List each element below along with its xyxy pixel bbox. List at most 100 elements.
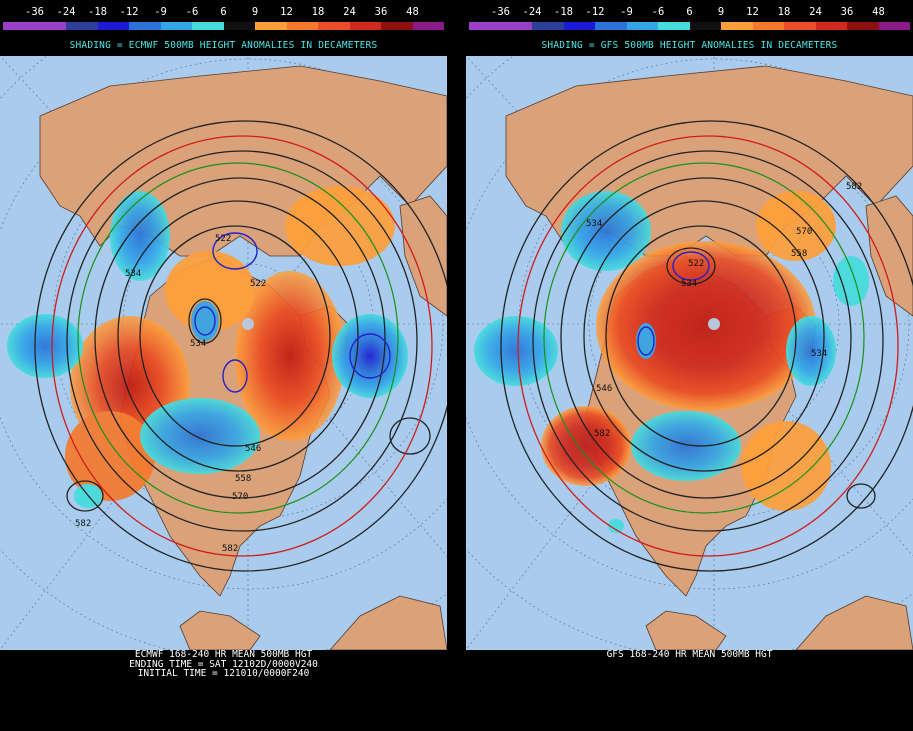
colorbar-swatch: [500, 22, 532, 30]
colorbar-label: 9: [251, 6, 259, 18]
warm-anomaly: [235, 271, 345, 441]
colorbar-label: 48: [872, 6, 885, 18]
cold-anomaly: [7, 314, 83, 378]
contour-label: 582: [594, 429, 610, 439]
colorbar-swatch: [255, 22, 287, 30]
contour-label: 546: [245, 444, 261, 454]
colorbar-label: 36: [374, 6, 388, 18]
anomaly-shading: [474, 191, 869, 533]
colorbar-label: 6: [686, 6, 693, 18]
colorbar-label: -9: [154, 6, 167, 18]
cold-anomaly: [474, 316, 558, 386]
colorbar-swatch: [34, 22, 66, 30]
africa-land: [795, 595, 913, 650]
colorbar-labels: -36 -24 -18 -12 -9 -6 6 9 12 18 24 36 48: [3, 6, 444, 20]
south-america-land: [179, 610, 261, 650]
colorbar-swatch: [66, 22, 98, 30]
height-contours: [500, 120, 913, 572]
colorbar-label: -12: [119, 6, 139, 18]
colorbar-swatch: [129, 22, 161, 30]
ecmwf-panel: -36 -24 -18 -12 -9 -6 6 9 12 18 24 36 48 SHADING = E…: [0, 0, 447, 731]
colorbar-label: -36: [25, 6, 44, 18]
warm-anomaly: [741, 421, 831, 511]
colorbar-swatches: [3, 22, 444, 30]
contour-label: 558: [791, 249, 807, 259]
warm-anomaly: [285, 186, 395, 266]
colorbar-swatch: [192, 22, 224, 30]
cold-anomaly: [631, 411, 741, 481]
contour-546: [543, 162, 865, 514]
colorbar-label: 24: [343, 6, 356, 18]
south-america-land: [645, 610, 727, 650]
gfs-panel: -36 -24 -18 -12 -9 -6 6 9 12 18 24 36 48 SHADING = G…: [466, 0, 913, 731]
contour-label: 522: [688, 259, 704, 269]
colorbar-label: -18: [88, 6, 107, 18]
low-contours: [637, 251, 710, 356]
footer-line: GFS 168-240 HR MEAN 500MB HGT: [606, 649, 773, 660]
contour-552: [517, 135, 899, 557]
colorbar-label: -9: [620, 6, 633, 18]
warm-anomaly: [165, 251, 255, 331]
shading-title: SHADING = ECMWF 500MB HEIGHT ANOMALIES I…: [69, 40, 378, 51]
colorbar-swatch: [721, 22, 753, 30]
colorbar-swatch: [97, 22, 129, 30]
warm-anomaly: [756, 191, 836, 261]
contour-label: 582: [222, 544, 238, 554]
contour-546: [77, 162, 399, 514]
colorbar: -36 -24 -18 -12 -9 -6 6 9 12 18 24 36 48: [469, 6, 910, 32]
contour-label: 522: [215, 234, 231, 244]
cold-anomaly: [608, 519, 624, 533]
colorbar-swatch: [752, 22, 784, 30]
colorbar-swatch: [469, 22, 501, 30]
colorbar-swatches: [469, 22, 910, 30]
gfs-map: 522 534 546 558 570 582 582 534 534: [466, 56, 913, 650]
warm-anomaly: [596, 241, 816, 411]
north-pole-marker: [708, 318, 720, 330]
contour-label: 534: [811, 349, 827, 359]
footer-line: ENDING TIME = SAT 12102D/0000V240: [129, 658, 318, 670]
contour-label: 570: [232, 492, 248, 502]
europe-land: [865, 195, 913, 317]
africa-land: [329, 595, 447, 650]
colorbar-label: 18: [777, 6, 791, 18]
cold-anomaly: [332, 314, 408, 398]
europe-land: [399, 195, 447, 317]
low-contours: [194, 232, 391, 393]
warm-anomaly: [541, 406, 631, 486]
contour-label: 522: [250, 279, 266, 289]
contour-label: 534: [125, 269, 141, 279]
colorbar-label: -12: [585, 6, 605, 18]
colorbar-label: -36: [491, 6, 510, 18]
colorbar-label: 18: [311, 6, 325, 18]
colorbar-swatch: [689, 22, 721, 30]
colorbar-label: -24: [522, 6, 542, 18]
cold-anomaly: [561, 191, 651, 271]
colorbar-label: -6: [185, 6, 199, 18]
contour-label: 558: [235, 474, 251, 484]
colorbar-swatch: [412, 22, 444, 30]
colorbar-swatch: [815, 22, 847, 30]
colorbar-swatch: [563, 22, 595, 30]
colorbar-label: 24: [809, 6, 822, 18]
contour-label: 534: [586, 219, 602, 229]
contour-552: [51, 135, 433, 557]
colorbar-label: -24: [56, 6, 76, 18]
colorbar-swatch: [784, 22, 816, 30]
cold-anomaly: [833, 256, 869, 306]
colorbar-swatch: [847, 22, 879, 30]
colorbar-swatch: [318, 22, 350, 30]
colorbar-swatch: [532, 22, 564, 30]
contour-label: 582: [846, 182, 862, 192]
shading-title: SHADING = GFS 500MB HEIGHT ANOMALIES IN …: [541, 40, 838, 51]
colorbar-swatch: [349, 22, 381, 30]
colorbar-label: 9: [717, 6, 725, 18]
colorbar-label: 12: [746, 6, 759, 18]
contour-labels: 522 522 534 546 558 570 582 582 534: [75, 234, 266, 554]
colorbar-swatch: [223, 22, 255, 30]
colorbar-swatch: [595, 22, 627, 30]
footer-line: ECMWF 168-240 HR MEAN 500MB HGT: [134, 649, 313, 660]
ecmwf-map: 522 522 534 546 558 570 582 582 534: [0, 56, 447, 650]
anomaly-shading: [7, 186, 408, 508]
map-footer: ECMWF 168-240 HR MEAN 500MB HGT ENDING T…: [0, 650, 447, 679]
colorbar-label: 48: [406, 6, 419, 18]
